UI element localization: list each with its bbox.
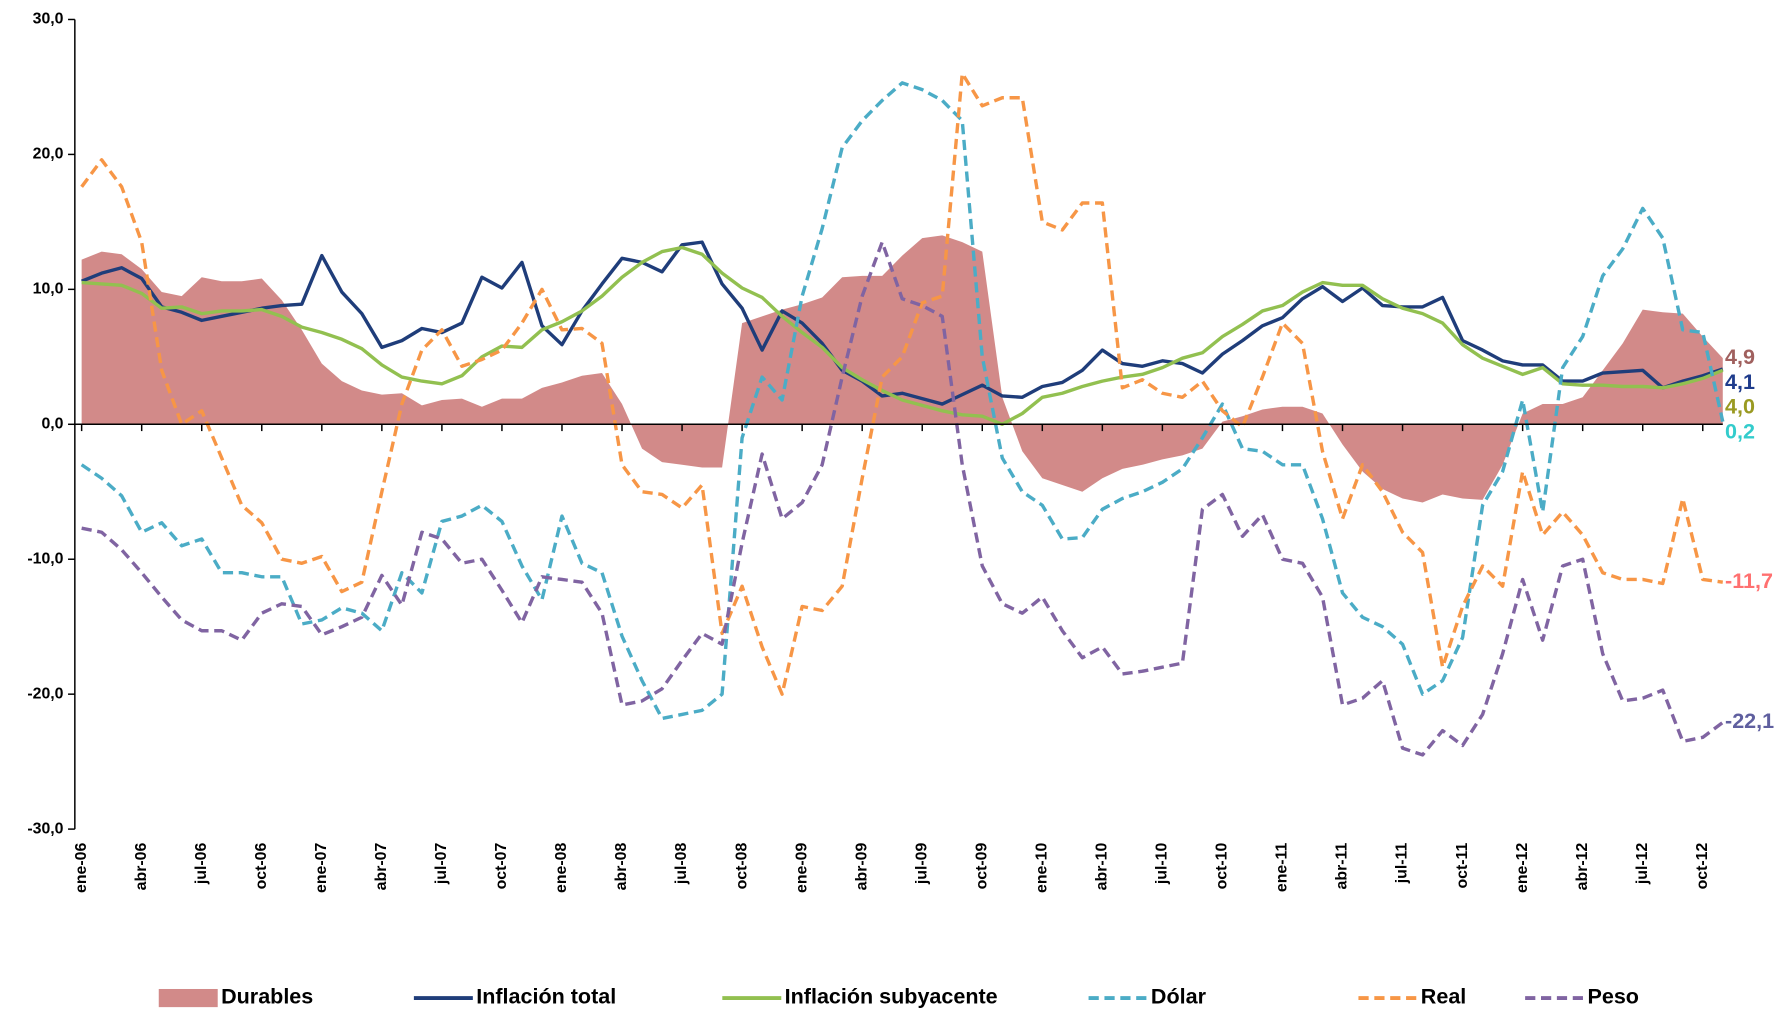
line (80, 71, 1724, 696)
y-tick-label: 10,0 (33, 281, 64, 298)
data-label: 0,2 (1725, 420, 1755, 444)
legend-label: Inflación subyacente (785, 985, 998, 1009)
legend-label: Inflación total (476, 985, 616, 1009)
x-tick-label: abr-07 (373, 843, 390, 891)
y-tick-label: 0,0 (41, 415, 63, 432)
x-tick-label: ene-12 (1514, 843, 1531, 893)
y-tick-label: -10,0 (27, 550, 63, 567)
data-label: 4,1 (1725, 370, 1755, 394)
legend-label: Peso (1588, 985, 1639, 1009)
x-tick-label: ene-08 (553, 843, 570, 893)
x-tick-label: oct-10 (1214, 843, 1231, 890)
x-tick-label: ene-11 (1274, 843, 1291, 893)
data-label: -11,7 (1725, 569, 1773, 593)
y-tick-label: -20,0 (27, 685, 63, 702)
x-tick-label: abr-08 (613, 843, 630, 891)
x-tick-label: jul-11 (1394, 843, 1411, 885)
x-tick-label: oct-11 (1454, 843, 1471, 889)
data-label: -22,1 (1725, 709, 1774, 733)
x-tick-label: abr-06 (133, 843, 150, 891)
x-tick-label: oct-07 (493, 843, 510, 890)
line (81, 245, 1724, 426)
data-label: 4,9 (1725, 345, 1755, 369)
x-tick-label: ene-06 (73, 843, 90, 893)
x-tick-label: ene-07 (313, 843, 330, 893)
x-tick-label: oct-08 (733, 843, 750, 890)
area (81, 235, 1723, 503)
legend-label: Dólar (1151, 985, 1207, 1009)
x-tick-label: jul-06 (193, 843, 210, 886)
y-tick-label: 20,0 (33, 146, 64, 163)
x-tick-label: jul-09 (913, 843, 930, 886)
x-tick-label: ene-09 (793, 843, 810, 893)
x-tick-label: jul-08 (673, 843, 690, 886)
line (81, 240, 1724, 757)
series-layer (80, 71, 1725, 757)
y-tick-label: 30,0 (33, 11, 64, 28)
x-tick-label: abr-10 (1094, 843, 1111, 891)
x-tick-label: abr-09 (853, 843, 870, 891)
x-tick-label: oct-09 (973, 843, 990, 890)
y-tick-label: -30,0 (27, 820, 63, 837)
x-tick-label: jul-10 (1154, 843, 1171, 886)
line (81, 240, 1724, 406)
legend-label: Durables (221, 985, 313, 1009)
legend-label: Real (1421, 985, 1466, 1009)
x-tick-label: jul-07 (433, 843, 450, 886)
x-tick-label: ene-10 (1033, 843, 1050, 893)
x-tick-label: abr-11 (1334, 843, 1351, 890)
x-tick-label: jul-12 (1634, 843, 1651, 886)
legend-swatch (158, 988, 218, 1008)
line (80, 81, 1725, 721)
x-tick-label: oct-12 (1694, 843, 1711, 890)
x-tick-label: oct-06 (253, 843, 270, 890)
x-tick-label: abr-12 (1574, 843, 1591, 891)
data-label: 4,0 (1725, 395, 1755, 419)
